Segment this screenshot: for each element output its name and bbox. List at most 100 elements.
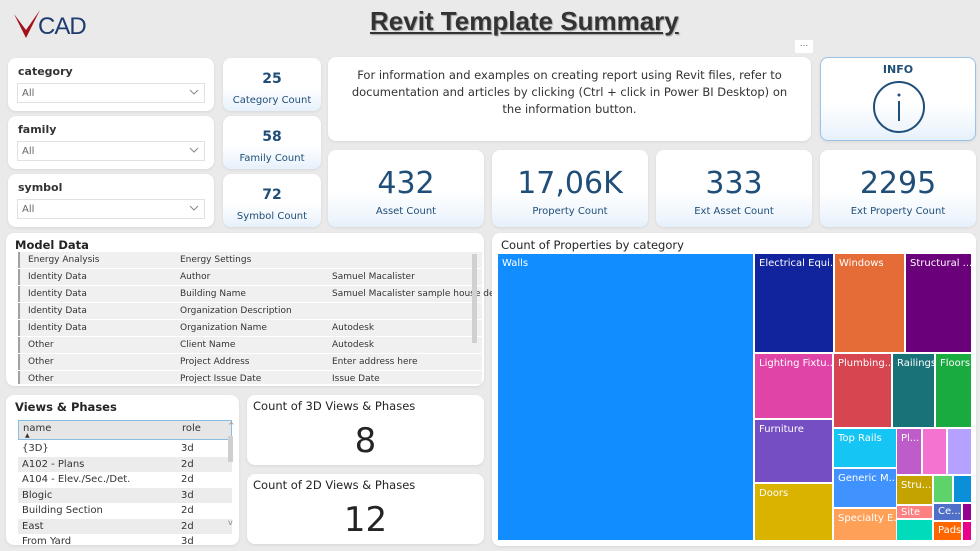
kpi-label: Family Count xyxy=(239,153,305,164)
chart-title: Count of Properties by category xyxy=(501,238,684,252)
category-slicer: category All xyxy=(8,58,214,111)
chevron-down-icon xyxy=(189,147,199,153)
cell-group: Other xyxy=(28,374,54,384)
treemap-tile-site[interactable]: Site xyxy=(897,506,932,518)
kpi-label: Ext Property Count xyxy=(850,206,946,217)
more-options-button[interactable]: ... xyxy=(795,40,813,53)
treemap-tile-ce[interactable]: Ce... xyxy=(934,504,961,520)
table-row[interactable]: Other Client Name Autodesk xyxy=(18,337,482,353)
cell-group: Identity Data xyxy=(28,306,87,316)
column-header-role[interactable]: role xyxy=(182,423,201,434)
treemap-tile-unlabeled[interactable] xyxy=(963,522,971,540)
family-dropdown[interactable]: All xyxy=(17,141,205,161)
kpi-label: Symbol Count xyxy=(236,211,308,222)
cell-role: 3d xyxy=(181,489,194,501)
cell-name: {3D} xyxy=(22,443,49,454)
treemap-tile-plumbing[interactable]: Plumbing... xyxy=(834,354,891,427)
dropdown-value: All xyxy=(22,88,35,99)
table-row[interactable]: From Yard 3d xyxy=(18,534,232,544)
kpi-label: Asset Count xyxy=(375,206,437,217)
table-row[interactable]: A102 - Plans 2d xyxy=(18,456,232,472)
kpi-label: Category Count xyxy=(232,95,312,106)
treemap-tile-unlabeled[interactable] xyxy=(963,504,971,520)
treemap-tile-windows[interactable]: Windows xyxy=(835,254,904,352)
treemap-tile-structural[interactable]: Structural ... xyxy=(906,254,971,352)
cell-value: Enter address here xyxy=(332,357,418,367)
ext-asset-count-card: 333 Ext Asset Count xyxy=(656,150,812,227)
ext-property-count-card: 2295 Ext Property Count xyxy=(820,150,976,227)
treemap-tile-furniture[interactable]: Furniture xyxy=(755,420,832,482)
table-row[interactable]: Identity Data Organization Name Autodesk xyxy=(18,320,482,336)
cell-property: Project Address xyxy=(180,357,250,367)
kpi-value: 17,06K xyxy=(517,166,623,201)
chevron-down-icon xyxy=(189,89,199,95)
treemap-tile-unlabeled[interactable] xyxy=(954,476,971,502)
cell-role: 2d xyxy=(181,505,194,516)
property-count-card: 17,06K Property Count xyxy=(492,150,648,227)
treemap-tile-specialty[interactable]: Specialty E... xyxy=(834,509,896,540)
symbol-slicer: symbol All xyxy=(8,174,214,227)
treemap-tile-unlabeled[interactable] xyxy=(923,429,946,474)
treemap-tile-stru[interactable]: Stru... xyxy=(897,476,932,504)
cell-role: 3d xyxy=(181,443,194,454)
table-row[interactable]: A104 - Elev./Sec./Det. 2d xyxy=(18,472,232,488)
card-value: 12 xyxy=(343,500,388,540)
category-dropdown[interactable]: All xyxy=(17,83,205,103)
cell-group: Other xyxy=(28,357,54,367)
slicer-label: family xyxy=(18,123,57,136)
section-title: Views & Phases xyxy=(15,400,117,414)
treemap-tile-unlabeled[interactable] xyxy=(897,520,932,540)
treemap-tile-doors[interactable]: Doors xyxy=(755,484,832,540)
cell-property: Building Name xyxy=(180,289,246,299)
treemap-tile-pl[interactable]: Pl... xyxy=(897,429,921,474)
kpi-value: 333 xyxy=(705,166,763,201)
table-row[interactable]: Building Section 2d xyxy=(18,503,232,519)
treemap-tile-electrical[interactable]: Electrical Equi... xyxy=(755,254,833,352)
treemap-tile-railings[interactable]: Railings xyxy=(893,354,934,427)
scroll-up-icon[interactable]: ^ xyxy=(228,421,235,430)
table-row[interactable]: Identity Data Author Samuel Macalister xyxy=(18,269,482,285)
treemap-tile-lighting[interactable]: Lighting Fixtu... xyxy=(755,354,832,418)
treemap-tile-unlabeled[interactable] xyxy=(948,429,971,474)
kpi-value: 58 xyxy=(262,129,282,145)
category-count-card: 25 Category Count xyxy=(223,58,321,111)
slicer-label: category xyxy=(18,65,73,78)
table-row[interactable]: East 2d xyxy=(18,518,232,534)
cell-value: Autodesk xyxy=(332,323,375,333)
scroll-down-icon[interactable]: v xyxy=(228,518,233,527)
column-header-name[interactable]: name xyxy=(23,423,52,434)
table-row[interactable]: {3D} 3d xyxy=(18,441,232,457)
logo-v-mark-icon xyxy=(14,10,40,38)
treemap-tile-pads[interactable]: Pads xyxy=(934,522,961,540)
table-row[interactable]: Identity Data Building Name Samuel Macal… xyxy=(18,286,503,302)
treemap-tile-top-rails[interactable]: Top Rails xyxy=(834,429,896,467)
views-scrollbar[interactable] xyxy=(228,436,233,462)
info-button[interactable]: INFO xyxy=(820,57,976,141)
table-row[interactable]: Blogic 3d xyxy=(18,487,232,503)
kpi-value: 72 xyxy=(262,187,282,203)
info-text-panel: For information and examples on creating… xyxy=(328,57,811,141)
cell-property: Organization Name xyxy=(180,323,267,333)
chevron-down-icon xyxy=(189,205,199,211)
section-title: Model Data xyxy=(15,238,89,252)
treemap-tile-generic-models[interactable]: Generic M... xyxy=(834,469,896,507)
kpi-label: Property Count xyxy=(532,206,608,217)
cell-role: 2d xyxy=(181,520,194,532)
logo-text: CAD xyxy=(38,13,87,40)
cell-name: East xyxy=(22,520,44,532)
table-row[interactable]: Energy Analysis Energy Settings xyxy=(18,252,482,268)
treemap-tile-walls[interactable]: Walls xyxy=(498,254,753,540)
slicer-label: symbol xyxy=(18,181,63,194)
symbol-dropdown[interactable]: All xyxy=(17,199,205,219)
table-row[interactable]: Identity Data Organization Description xyxy=(18,303,482,319)
cell-role: 3d xyxy=(181,536,194,544)
treemap-tile-floors[interactable]: Floors xyxy=(936,354,971,427)
treemap-tile-unlabeled[interactable] xyxy=(934,476,952,502)
card-title: Count of 3D Views & Phases xyxy=(253,399,416,413)
table-row[interactable]: Other Project Issue Date Issue Date xyxy=(18,371,482,384)
cell-value: Autodesk xyxy=(332,340,375,350)
card-value: 8 xyxy=(354,421,377,461)
model-data-scrollbar[interactable] xyxy=(472,254,477,343)
cell-group: Identity Data xyxy=(28,323,87,333)
table-row[interactable]: Other Project Address Enter address here xyxy=(18,354,482,370)
